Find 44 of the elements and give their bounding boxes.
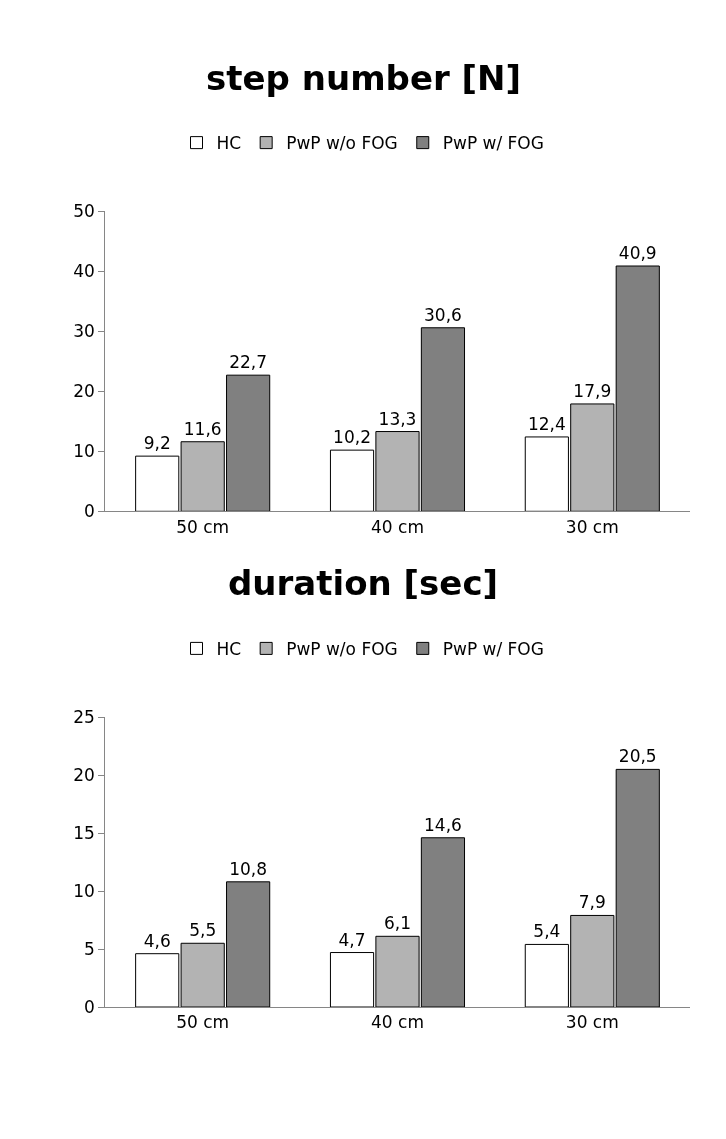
data-label: 10,2	[333, 427, 371, 448]
y-tick-label: 25	[73, 707, 95, 728]
y-tick-label: 40	[73, 261, 95, 282]
y-tick-label: 20	[73, 765, 95, 786]
data-label: 30,6	[424, 304, 462, 325]
data-label: 10,8	[229, 858, 268, 879]
data-label: 9,2	[143, 433, 171, 454]
data-label: 11,6	[183, 418, 222, 439]
legend-label: HC	[216, 133, 242, 154]
y-tick-label: 15	[73, 823, 95, 844]
data-label: 5,4	[533, 921, 561, 942]
chart-title: step number [N]	[206, 58, 522, 98]
x-tick-label: 50 cm	[176, 1012, 230, 1033]
data-label: 7,9	[578, 892, 606, 913]
legend-label: PwP w/o FOG	[286, 133, 398, 154]
data-label: 4,7	[338, 929, 366, 950]
data-label: 12,4	[527, 413, 566, 434]
data-label: 14,6	[424, 814, 462, 835]
data-label: 20,5	[618, 746, 657, 767]
data-label: 17,9	[573, 380, 612, 401]
data-label: 6,1	[383, 913, 412, 934]
y-tick-label: 20	[73, 381, 95, 402]
x-tick-label: 30 cm	[565, 1012, 619, 1033]
y-tick-label: 30	[73, 321, 95, 342]
y-tick-label: 10	[73, 441, 95, 462]
legend-label: PwP w/ FOG	[442, 639, 544, 660]
legend-label: HC	[216, 639, 242, 660]
legend-label: PwP w/ FOG	[442, 133, 544, 154]
x-tick-label: 40 cm	[371, 516, 424, 537]
data-label: 13,3	[378, 408, 417, 429]
y-tick-label: 50	[73, 201, 95, 222]
x-tick-label: 50 cm	[176, 516, 230, 537]
y-tick-label: 0	[84, 996, 95, 1017]
x-tick-label: 30 cm	[565, 516, 619, 537]
y-tick-label: 5	[84, 939, 95, 960]
data-label: 5,5	[189, 920, 217, 941]
y-tick-label: 10	[73, 881, 95, 902]
data-label: 40,9	[618, 243, 657, 263]
data-label: 4,6	[143, 930, 171, 951]
chart-title: duration [sec]	[228, 563, 499, 603]
legend-label: PwP w/o FOG	[286, 639, 398, 660]
x-tick-label: 40 cm	[371, 1012, 424, 1033]
data-label: 22,7	[229, 352, 268, 373]
y-tick-label: 0	[84, 501, 95, 522]
